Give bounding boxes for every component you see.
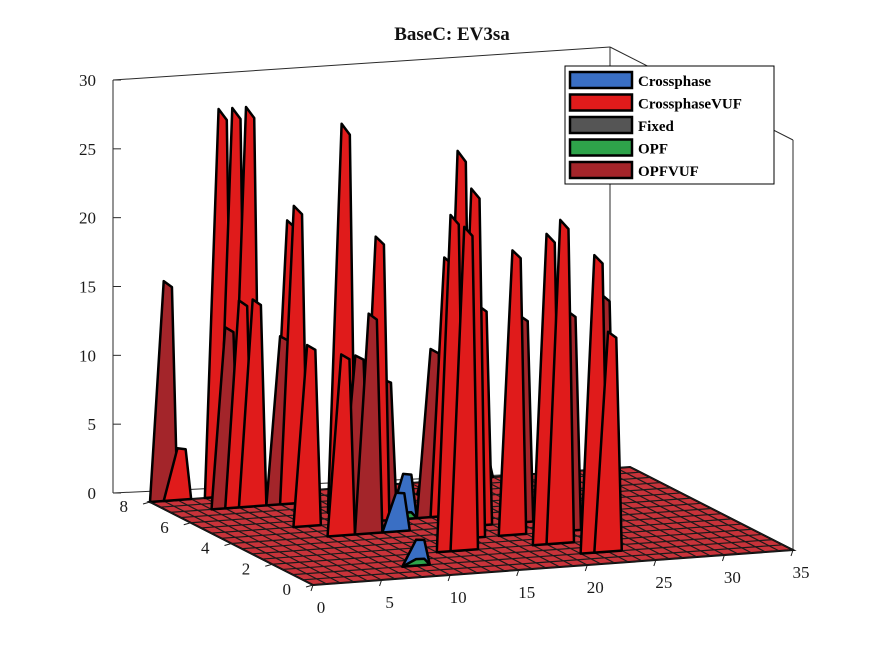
legend-swatch [568,115,634,135]
x-tick-label: 35 [793,563,810,582]
surface-peak-opf [401,557,432,568]
surface-peak-crossphasevuf [237,298,268,509]
x-tick-mark [721,554,725,562]
z-tick-label: 20 [79,209,96,228]
y-tick-mark [265,563,273,567]
surface-peak-crossphasevuf [292,343,323,529]
legend-label: OPF [638,142,668,158]
y-tick-label: 8 [120,497,129,516]
legend-swatch [568,160,634,180]
x-tick-mark [584,564,588,572]
surface-peak-crossphasevuf [449,225,480,553]
surface-peak-crossphasevuf [162,447,193,503]
x-tick-label: 5 [385,593,394,612]
x-tick-mark [310,584,314,592]
surface-layer [148,105,624,568]
x-tick-label: 30 [724,568,741,587]
legend-swatch [568,138,634,157]
x-axis: 0 5 10 15 20 25 30 35 [310,549,810,617]
surface-peak-crossphase [381,491,412,534]
x-tick-label: 10 [450,588,467,607]
x-tick-label: 0 [317,598,326,617]
y-tick-label: 6 [160,518,169,537]
surface-peak-crossphasevuf [497,249,528,538]
y-axis: 0 2 4 6 8 [120,497,314,599]
x-tick-label: 20 [587,578,604,597]
floor-gridline-y [302,544,783,581]
y-tick-mark [183,522,191,526]
surface-peak-crossphasevuf [326,353,357,538]
z-tick-label: 30 [79,71,96,90]
legend-swatch [568,93,634,112]
z-tick-label: 5 [88,415,97,434]
floor-gridline-y [292,539,773,576]
x-tick-mark [790,549,794,557]
x-tick-mark [516,569,520,577]
floor-gridline-y [282,533,763,571]
legend-label: Crossphase [638,74,711,90]
legend-label: CrossphaseVUF [638,97,742,113]
y-tick-label: 4 [201,539,210,558]
surface-peak-crossphasevuf [545,218,576,546]
legend-label: OPFVUF [638,164,699,180]
x-tick-mark [447,574,451,582]
y-tick-mark [224,543,232,546]
x-tick-mark [379,579,383,587]
y-tick-mark [305,584,314,588]
floor-gridline-y [262,523,743,560]
floor-gridline-y [272,528,753,565]
surface-peak-opfvuf [353,312,384,536]
x-tick-mark [653,559,657,567]
y-tick-mark [142,501,151,505]
chart-title: BaseC: EV3sa [394,24,510,45]
x-tick-label: 15 [518,583,535,602]
y-tick-label: 0 [283,580,292,599]
legend-swatch [568,70,634,90]
y-tick-label: 2 [242,559,251,578]
x-tick-label: 25 [655,573,672,592]
legend: Crossphase CrossphaseVUF Fixed OPF OPFVUF [564,65,775,185]
legend-label: Fixed [638,119,674,135]
z-axis: 0 5 10 15 20 25 30 [79,71,121,503]
z-tick-label: 0 [88,484,97,503]
floor-gridline-y [251,518,732,555]
z-tick-label: 15 [79,278,96,297]
surface-peak-crossphasevuf [593,330,624,554]
z-tick-label: 10 [79,346,96,365]
z-tick-label: 25 [79,140,96,159]
